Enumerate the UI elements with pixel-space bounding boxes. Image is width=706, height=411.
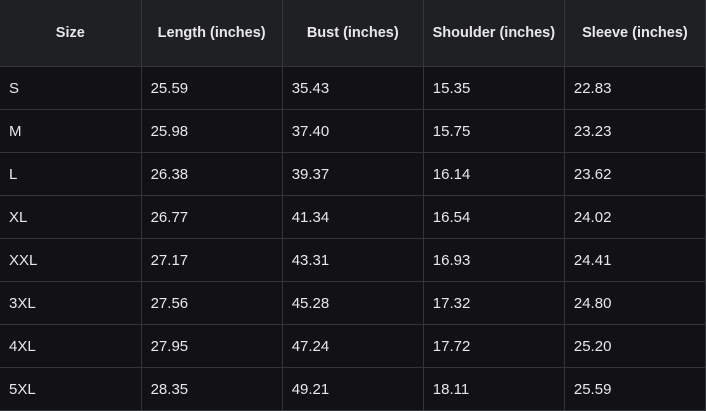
size-cell: XXL [0, 238, 142, 282]
size-cell: L [0, 152, 142, 196]
size-cell: 5XL [0, 367, 142, 411]
size-cell: 4XL [0, 324, 142, 368]
measurement-cell: 23.23 [563, 109, 706, 153]
measurement-cell: 26.77 [140, 195, 283, 239]
size-cell: XL [0, 195, 142, 239]
measurement-cell: 43.31 [281, 238, 424, 282]
measurement-cell: 15.35 [422, 66, 565, 110]
measurement-cell: 24.02 [563, 195, 706, 239]
size-cell: S [0, 66, 142, 110]
measurement-cell: 27.56 [140, 281, 283, 325]
column-header: Size [0, 0, 142, 67]
column-header: Shoulder (inches) [422, 0, 565, 67]
measurement-cell: 49.21 [281, 367, 424, 411]
measurement-cell: 27.17 [140, 238, 283, 282]
measurement-cell: 16.54 [422, 195, 565, 239]
measurement-cell: 27.95 [140, 324, 283, 368]
measurement-cell: 26.38 [140, 152, 283, 196]
table-row: XXL 27.17 43.31 16.93 24.41 [0, 238, 706, 282]
measurement-cell: 17.72 [422, 324, 565, 368]
table-row: S 25.59 35.43 15.35 22.83 [0, 66, 706, 110]
table-row: M 25.98 37.40 15.75 23.23 [0, 109, 706, 153]
column-header: Sleeve (inches) [563, 0, 706, 67]
measurement-cell: 25.98 [140, 109, 283, 153]
measurement-cell: 18.11 [422, 367, 565, 411]
measurement-cell: 28.35 [140, 367, 283, 411]
measurement-cell: 16.93 [422, 238, 565, 282]
table-row: XL 26.77 41.34 16.54 24.02 [0, 195, 706, 239]
measurement-cell: 23.62 [563, 152, 706, 196]
table-row: 5XL 28.35 49.21 18.11 25.59 [0, 367, 706, 411]
measurement-cell: 16.14 [422, 152, 565, 196]
measurement-cell: 41.34 [281, 195, 424, 239]
table-row: 4XL 27.95 47.24 17.72 25.20 [0, 324, 706, 368]
measurement-cell: 45.28 [281, 281, 424, 325]
measurement-cell: 37.40 [281, 109, 424, 153]
measurement-cell: 15.75 [422, 109, 565, 153]
size-cell: M [0, 109, 142, 153]
table-row: L 26.38 39.37 16.14 23.62 [0, 152, 706, 196]
measurement-cell: 25.59 [140, 66, 283, 110]
column-header: Length (inches) [140, 0, 283, 67]
measurement-cell: 47.24 [281, 324, 424, 368]
measurement-cell: 22.83 [563, 66, 706, 110]
table-row: 3XL 27.56 45.28 17.32 24.80 [0, 281, 706, 325]
column-header: Bust (inches) [281, 0, 424, 67]
measurement-cell: 24.80 [563, 281, 706, 325]
measurement-cell: 24.41 [563, 238, 706, 282]
measurement-cell: 39.37 [281, 152, 424, 196]
measurement-cell: 25.20 [563, 324, 706, 368]
size-cell: 3XL [0, 281, 142, 325]
header-row: Size Length (inches) Bust (inches) Shoulder… [0, 0, 706, 67]
measurement-cell: 17.32 [422, 281, 565, 325]
measurement-cell: 35.43 [281, 66, 424, 110]
measurement-cell: 25.59 [563, 367, 706, 411]
